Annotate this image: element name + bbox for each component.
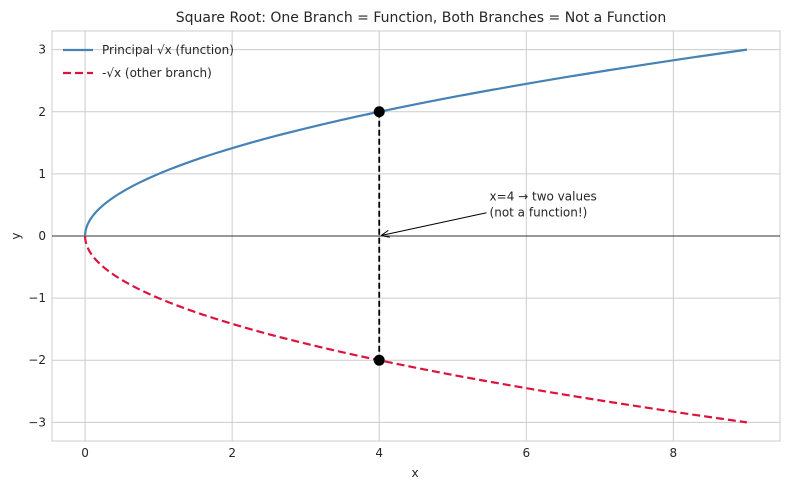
chart-title: Square Root: One Branch = Function, Both… — [176, 10, 667, 26]
y-tick-label: 1 — [38, 167, 46, 181]
x-tick-label: 6 — [522, 446, 530, 460]
annotation-arrow — [380, 212, 487, 238]
x-tick-label: 4 — [375, 446, 383, 460]
annotation-text-line: (not a function!) — [490, 206, 588, 220]
y-tick-label: −1 — [28, 291, 46, 305]
intersection-point — [373, 354, 385, 366]
points-layer — [373, 106, 385, 366]
series-line-2 — [83, 235, 748, 424]
x-tick-label: 8 — [670, 446, 678, 460]
legend-entry: -√x (other branch) — [102, 66, 212, 80]
legend: Principal √x (function) -√x (other branch… — [63, 43, 234, 80]
y-axis-label: y — [9, 232, 23, 239]
y-tick-label: 2 — [38, 105, 46, 119]
series-layer — [83, 48, 748, 424]
x-tick-label: 0 — [81, 446, 89, 460]
y-tick-label: −2 — [28, 353, 46, 367]
series-line-1 — [83, 48, 748, 237]
intersection-point — [373, 106, 385, 118]
legend-entry: Principal √x (function) — [102, 43, 234, 57]
y-tick-label: −3 — [28, 415, 46, 429]
annotation-text-line: x=4 → two values — [490, 190, 597, 204]
x-tick-label: 2 — [228, 446, 236, 460]
y-tick-label: 0 — [38, 229, 46, 243]
annotation: x=4 → two values (not a function!) — [380, 190, 597, 238]
x-axis-label: x — [411, 466, 418, 480]
y-tick-label: 3 — [38, 43, 46, 57]
tick-labels: 0 2 4 6 8 −3 −2 −1 0 1 2 3 — [28, 43, 677, 460]
